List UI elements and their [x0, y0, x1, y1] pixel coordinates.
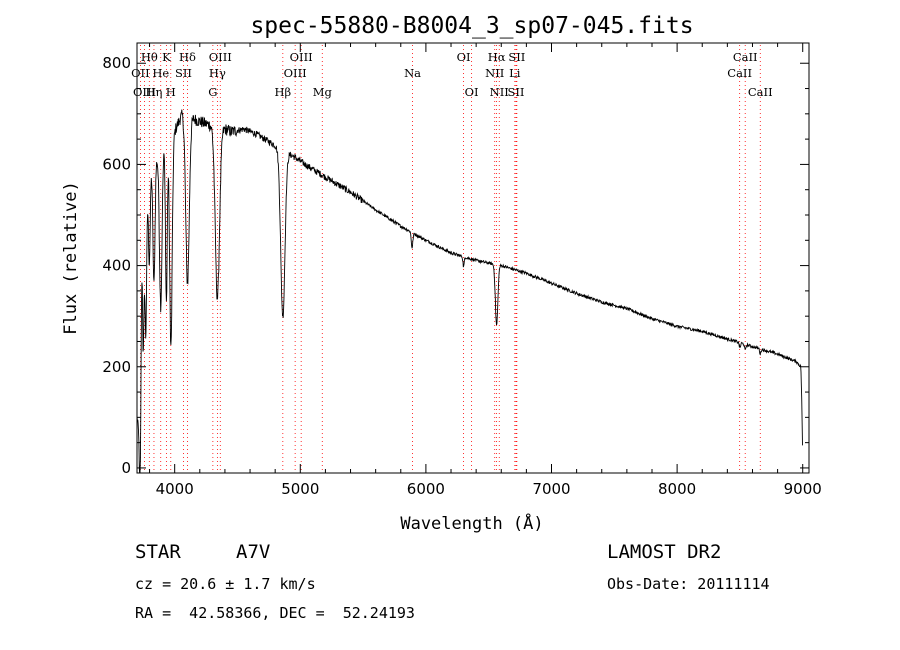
spectral-line-label: Hα [488, 50, 506, 64]
y-tick-label: 0 [121, 459, 131, 477]
spectral-line-label: OI [465, 85, 479, 99]
object-subclass: A7V [236, 541, 271, 563]
spectral-line-label: CaII [733, 50, 758, 64]
spectral-line-label: He [152, 66, 169, 80]
spectral-line-label: CaII [748, 85, 773, 99]
spectral-line-label: SII [508, 50, 525, 64]
spectral-line-label: Li [509, 66, 521, 80]
x-tick-label: 4000 [156, 480, 194, 498]
x-axis-label: Wavelength (Å) [400, 512, 543, 534]
axis-ticks: 4000 5000 6000 7000 8000 9000 0 200 400 600 800 [102, 43, 822, 498]
spectral-line-markers [139, 45, 761, 473]
y-tick-label: 800 [102, 54, 131, 72]
y-tick-label: 600 [102, 155, 131, 173]
x-tick-label: 6000 [407, 480, 445, 498]
survey-name: LAMOST DR2 [607, 541, 722, 563]
y-axis-label: Flux (relative) [61, 181, 81, 335]
x-tick-label: 7000 [532, 480, 570, 498]
spectral-line-label: Hβ [274, 85, 291, 99]
spectral-line-label: Hθ [141, 50, 158, 64]
spectral-line-label: Hδ [179, 50, 196, 64]
spectral-line-label: Mg [313, 85, 333, 99]
x-tick-label: 9000 [784, 480, 822, 498]
plot-frame [136, 42, 810, 474]
chart-title: spec-55880-B8004_3_sp07-045.fits [250, 13, 693, 39]
spectrum-line [136, 109, 803, 474]
coordinates-text: RA = 42.58366, DEC = 52.24193 [135, 604, 415, 622]
spectral-line-label: NII [485, 66, 504, 80]
spectral-line-label: H [166, 85, 176, 99]
y-tick-label: 200 [102, 358, 131, 376]
spectral-line-label: OI [457, 50, 471, 64]
spectral-line-label: K [162, 50, 171, 64]
spectral-line-label: OIII [133, 85, 156, 99]
redshift-text: cz = 20.6 ± 1.7 km/s [135, 575, 316, 593]
spectral-line-label: NII [490, 85, 509, 99]
spectral-line-label: Hη [145, 85, 162, 99]
x-tick-label: 8000 [658, 480, 696, 498]
spectral-line-label: OII [131, 66, 150, 80]
spectral-line-label: Na [404, 66, 421, 80]
object-class: STAR [135, 541, 181, 563]
spectral-line-label: SII [175, 66, 192, 80]
spectral-line-label: SII [507, 85, 524, 99]
y-tick-label: 400 [102, 257, 131, 275]
spectral-line-label: OIII [290, 50, 313, 64]
x-tick-label: 5000 [281, 480, 319, 498]
spectral-line-label: OIII [209, 50, 232, 64]
spectral-line-label: Hγ [209, 66, 226, 80]
spectral-line-label: OIII [284, 66, 307, 80]
spectral-line-label: G [208, 85, 217, 99]
obs-date-text: Obs-Date: 20111114 [607, 575, 770, 593]
spectral-line-label: CaII [727, 66, 752, 80]
